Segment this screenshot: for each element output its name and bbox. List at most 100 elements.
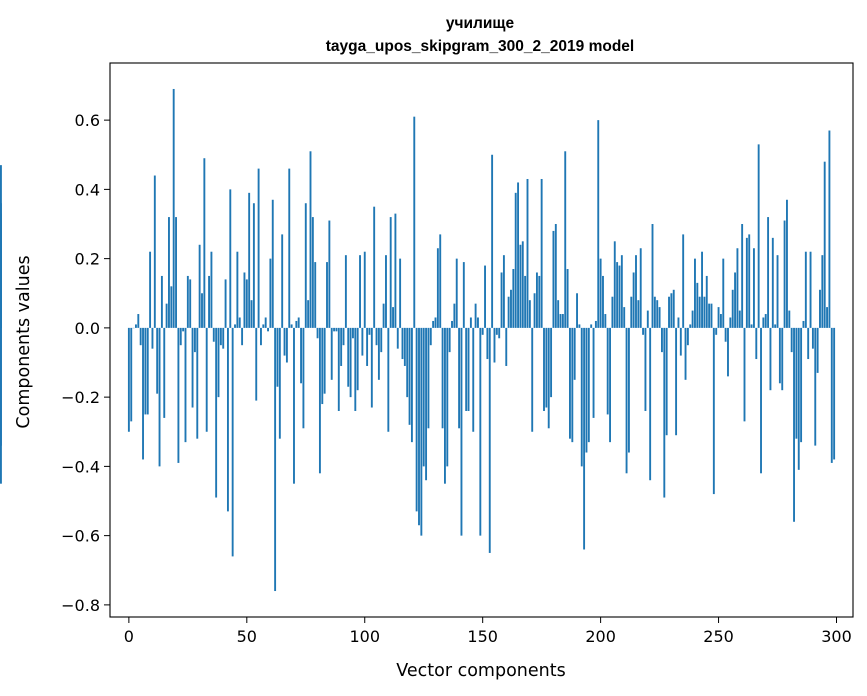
y-tick-label: 0.6: [75, 111, 100, 130]
bar-20: [175, 217, 177, 328]
bar-286: [802, 320, 805, 328]
plot-frame: [109, 62, 854, 618]
bar-279: [786, 199, 788, 328]
bar-108: [382, 303, 385, 328]
bar-147: [474, 303, 477, 328]
x-tick-label: 50: [237, 627, 257, 646]
bar-47: [238, 317, 241, 328]
bar-250: [717, 307, 720, 328]
bar-134: [444, 327, 446, 484]
bar-41: [224, 279, 227, 328]
x-tick-label: 200: [585, 627, 616, 646]
bar-273: [771, 237, 774, 328]
bar-192: [580, 327, 583, 467]
bar-228: [665, 327, 668, 436]
bar-145: [469, 317, 472, 328]
bar-21: [177, 327, 180, 463]
bar-163: [512, 269, 515, 328]
chart-title: училище: [446, 15, 515, 32]
bar-194: [585, 327, 588, 453]
bar-299: [833, 327, 836, 460]
bar-278: [783, 220, 786, 328]
bar-271: [767, 217, 770, 328]
bar-16: [165, 303, 168, 328]
bar-210: [623, 307, 626, 328]
bar-238: [689, 324, 692, 328]
bar-241: [696, 282, 699, 328]
bar-268: [760, 327, 762, 474]
bar-49: [243, 272, 246, 328]
bar-59: [267, 327, 269, 332]
bar-77: [309, 151, 312, 328]
bar-96: [354, 327, 357, 411]
bar-undefined: [0, 165, 2, 328]
bar-48: [241, 327, 244, 346]
bar-253: [724, 327, 727, 342]
bar-97: [356, 327, 359, 391]
bar-211: [625, 327, 628, 474]
bar-158: [500, 272, 503, 328]
bar-109: [385, 255, 387, 328]
bar-184: [561, 314, 564, 328]
bar-274: [774, 324, 777, 328]
y-axis-ticks: −0.8 −0.6 −0.4 −0.2 0.0 0.2 0.4 0.6: [61, 111, 110, 615]
bar-63: [276, 327, 279, 387]
bar-232: [675, 327, 678, 436]
y-tick-label: 0.0: [75, 319, 100, 338]
y-tick-label: 0.2: [75, 250, 100, 269]
bar-56: [260, 327, 262, 346]
bar-165: [517, 182, 520, 328]
bar-100: [363, 251, 366, 328]
bar-37: [215, 327, 218, 498]
bar-292: [816, 327, 819, 373]
bar-293: [819, 289, 821, 328]
bar-176: [543, 327, 545, 411]
bar-235: [682, 234, 685, 328]
bar-166: [519, 244, 522, 328]
bar-239: [691, 310, 694, 328]
bar-226: [661, 327, 663, 353]
bar-53: [252, 203, 255, 328]
bar-131: [436, 248, 439, 328]
bar-122: [415, 327, 418, 512]
bar-260: [741, 224, 744, 328]
bar-270: [764, 314, 767, 328]
bar-216: [637, 300, 640, 328]
bar-277: [781, 327, 784, 391]
bar-191: [578, 324, 581, 328]
bar-50: [245, 279, 248, 328]
bar-64: [278, 327, 281, 439]
bar-126: [425, 327, 428, 481]
chart-subtitle: tayga_upos_skipgram_300_2_2019 model: [326, 38, 634, 55]
bar-61: [271, 199, 274, 328]
bar-200: [599, 258, 602, 328]
bar-248: [712, 327, 715, 495]
bar-269: [762, 317, 765, 328]
bar-195: [587, 327, 590, 443]
bar-32: [203, 158, 206, 328]
bar-114: [396, 327, 399, 349]
bar-168: [524, 275, 527, 328]
bar-95: [352, 327, 354, 339]
bar-121: [413, 116, 416, 328]
bar-115: [399, 258, 402, 328]
bar-123: [418, 327, 420, 526]
bar-246: [708, 303, 711, 328]
bar-4: [137, 314, 140, 328]
bar-157: [498, 327, 501, 339]
bar-217: [639, 248, 642, 328]
bar-25: [186, 275, 189, 328]
bar-5: [139, 327, 142, 346]
bar-297: [828, 130, 831, 328]
bar-240: [694, 258, 696, 328]
bar-38: [217, 327, 220, 398]
bar-60: [269, 258, 272, 328]
bar-107: [380, 327, 383, 353]
bar-139: [455, 258, 458, 328]
bar-80: [316, 327, 319, 339]
bar-146: [472, 327, 475, 432]
bar-57: [262, 324, 265, 328]
bar-104: [373, 206, 376, 328]
bar-266: [755, 327, 758, 360]
bar-91: [342, 327, 345, 346]
